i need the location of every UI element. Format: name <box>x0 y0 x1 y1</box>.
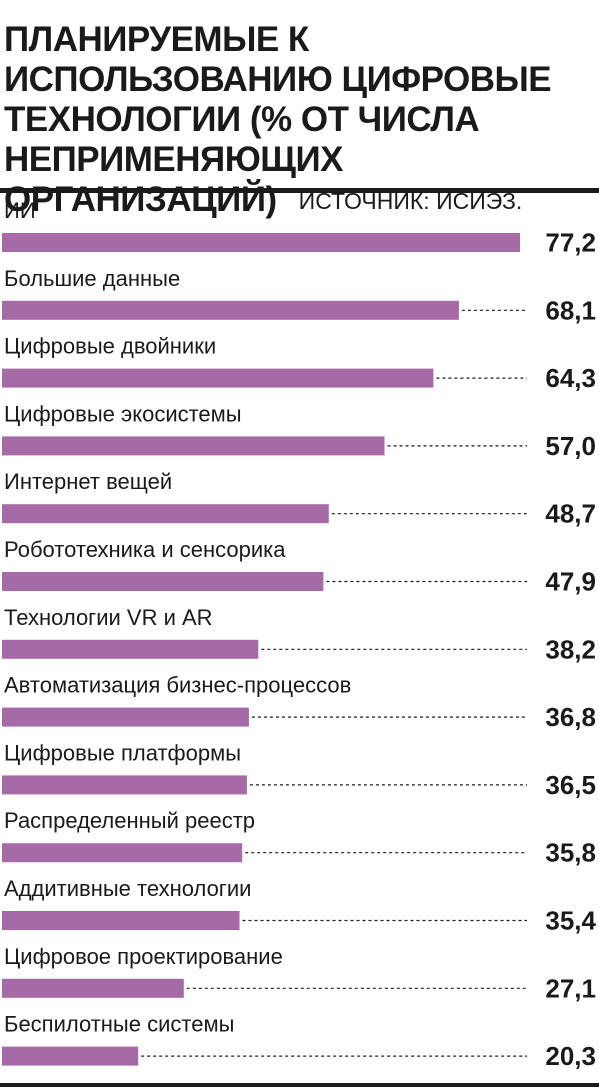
value-label: 47,9 <box>545 567 596 597</box>
bar <box>2 843 243 863</box>
value-label: 77,2 <box>545 228 596 258</box>
bottom-rule <box>0 1083 599 1087</box>
bar-row: Аддитивные технологии 35,4 <box>2 876 597 936</box>
category-label: Беспилотные системы <box>4 1012 234 1037</box>
value-label: 68,1 <box>545 295 596 325</box>
bar-row: Распределенный реестр 35,8 <box>2 808 596 868</box>
bar-row: Цифровые платформы 36,5 <box>2 740 596 800</box>
bar <box>2 368 434 388</box>
category-label: Распределенный реестр <box>4 808 255 833</box>
bar <box>2 436 385 456</box>
bar-row: Цифровые экосистемы 57,0 <box>2 401 596 461</box>
bar <box>2 978 184 998</box>
bar-row: Технологии VR и AR 38,2 <box>2 605 596 664</box>
value-label: 35,8 <box>545 838 596 868</box>
bar <box>2 233 520 252</box>
category-label: Цифровые двойники <box>4 334 216 359</box>
category-label: ИИ <box>4 198 36 223</box>
value-label: 48,7 <box>545 499 596 529</box>
category-label: Автоматизация бизнес-процессов <box>4 673 351 698</box>
bar <box>2 504 329 524</box>
bar-row: Автоматизация бизнес-процессов 36,8 <box>2 673 596 732</box>
bar <box>2 775 247 795</box>
bar-row: Большие данные 68,1 <box>2 266 596 325</box>
value-label: 38,2 <box>545 634 596 664</box>
bar-row: Беспилотные системы 20,3 <box>2 1012 596 1071</box>
value-label: 35,4 <box>545 906 596 936</box>
bar-row: Робототехника и сенсорика 47,9 <box>2 537 596 597</box>
category-label: Цифровые экосистемы <box>4 401 242 426</box>
bar <box>2 639 259 659</box>
category-label: Цифровые платформы <box>4 740 241 765</box>
value-label: 20,3 <box>545 1041 596 1071</box>
top-rule <box>0 188 599 193</box>
value-label: 36,8 <box>545 702 596 732</box>
category-label: Аддитивные технологии <box>4 876 251 901</box>
chart-title: ПЛАНИРУЕМЫЕ К ИСПОЛЬЗОВАНИЮ ЦИФРОВЫЕ ТЕХ… <box>4 20 594 221</box>
bar <box>2 300 459 320</box>
bar-row: Цифровые двойники 64,3 <box>2 334 596 393</box>
bar <box>2 1046 139 1066</box>
bar <box>2 911 240 930</box>
value-label: 57,0 <box>545 431 596 461</box>
category-label: Интернет вещей <box>4 469 172 494</box>
category-label: Большие данные <box>4 266 180 291</box>
value-label: 64,3 <box>545 363 596 393</box>
chart-title-text: ПЛАНИРУЕМЫЕ К ИСПОЛЬЗОВАНИЮ ЦИФРОВЫЕ ТЕХ… <box>4 20 552 219</box>
bar-row: Цифровое проектирование 27,1 <box>2 944 596 1003</box>
bar-row: ИИ 77,2 <box>2 198 596 258</box>
bar <box>2 707 249 727</box>
value-label: 27,1 <box>545 973 596 1003</box>
category-label: Робототехника и сенсорика <box>4 537 286 562</box>
bar-row: Интернет вещей 48,7 <box>2 469 596 529</box>
category-label: Технологии VR и AR <box>4 605 213 630</box>
bar <box>2 572 324 591</box>
category-label: Цифровое проектирование <box>4 944 283 969</box>
value-label: 36,5 <box>545 770 596 800</box>
